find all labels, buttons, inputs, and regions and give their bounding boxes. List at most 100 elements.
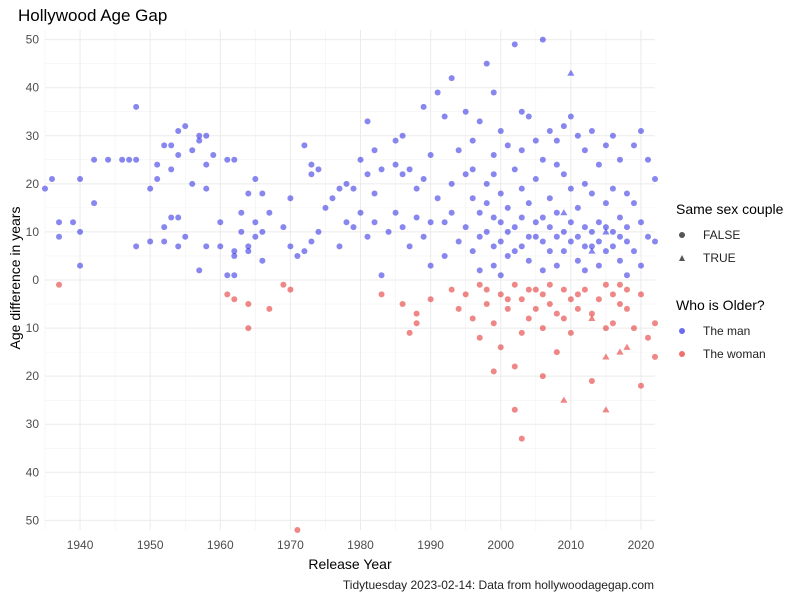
data-point bbox=[519, 147, 525, 153]
data-point bbox=[491, 368, 497, 374]
data-point bbox=[603, 142, 609, 148]
chart-caption: Tidytuesday 2023-02-14: Data from hollyw… bbox=[343, 578, 654, 592]
data-point bbox=[147, 239, 153, 245]
data-point bbox=[414, 186, 420, 192]
data-point bbox=[231, 157, 237, 163]
data-point bbox=[617, 234, 623, 240]
data-point bbox=[329, 195, 335, 201]
data-point bbox=[210, 152, 216, 158]
data-point bbox=[547, 248, 553, 254]
data-point bbox=[596, 239, 602, 245]
data-point bbox=[540, 157, 546, 163]
data-point bbox=[449, 181, 455, 187]
data-point bbox=[561, 123, 567, 129]
data-point bbox=[442, 114, 448, 120]
data-point bbox=[561, 287, 567, 293]
data-point bbox=[638, 383, 644, 389]
data-point bbox=[119, 157, 125, 163]
data-point bbox=[203, 133, 209, 139]
data-point bbox=[379, 291, 385, 297]
data-point bbox=[77, 229, 83, 235]
data-point bbox=[372, 219, 378, 225]
data-point bbox=[470, 138, 476, 144]
data-point bbox=[596, 162, 602, 168]
data-point bbox=[238, 210, 244, 216]
data-point bbox=[540, 267, 546, 273]
data-point bbox=[519, 215, 525, 221]
data-point bbox=[56, 234, 62, 240]
data-point bbox=[428, 263, 434, 269]
data-point bbox=[365, 171, 371, 177]
data-point-triangle bbox=[588, 248, 595, 254]
data-point bbox=[407, 243, 413, 249]
data-point bbox=[582, 181, 588, 187]
data-point bbox=[575, 306, 581, 312]
y-tick-label: 50 bbox=[26, 33, 40, 47]
y-tick-label: 50 bbox=[26, 513, 40, 527]
data-point bbox=[568, 330, 574, 336]
data-point bbox=[168, 215, 174, 221]
data-point bbox=[519, 330, 525, 336]
data-point bbox=[245, 248, 251, 254]
data-point bbox=[105, 157, 111, 163]
data-point bbox=[421, 104, 427, 110]
data-point bbox=[491, 90, 497, 96]
data-point bbox=[526, 114, 532, 120]
data-point bbox=[624, 306, 630, 312]
data-point bbox=[351, 186, 357, 192]
data-point bbox=[470, 315, 476, 321]
data-point bbox=[470, 166, 476, 172]
x-tick-label: 1950 bbox=[137, 538, 164, 552]
data-point bbox=[505, 229, 511, 235]
data-point bbox=[322, 205, 328, 211]
y-tick-label: 30 bbox=[26, 417, 40, 431]
data-point bbox=[442, 253, 448, 259]
data-point bbox=[182, 234, 188, 240]
data-point bbox=[617, 301, 623, 307]
data-point bbox=[175, 215, 181, 221]
y-tick-label: 40 bbox=[26, 465, 40, 479]
legend-item-false: FALSE bbox=[676, 223, 783, 246]
data-point bbox=[631, 142, 637, 148]
data-point bbox=[175, 152, 181, 158]
data-point bbox=[540, 215, 546, 221]
data-point bbox=[315, 166, 321, 172]
data-point bbox=[547, 195, 553, 201]
data-point-triangle bbox=[602, 406, 609, 412]
data-point bbox=[407, 166, 413, 172]
data-point bbox=[245, 325, 251, 331]
data-point bbox=[280, 224, 286, 230]
data-point bbox=[603, 248, 609, 254]
data-point bbox=[512, 224, 518, 230]
data-point bbox=[77, 263, 83, 269]
data-point bbox=[589, 190, 595, 196]
x-tick-label: 2020 bbox=[628, 538, 655, 552]
data-point bbox=[526, 315, 532, 321]
data-point bbox=[540, 373, 546, 379]
data-point bbox=[259, 258, 265, 264]
data-point bbox=[498, 190, 504, 196]
data-point bbox=[610, 229, 616, 235]
data-point bbox=[400, 224, 406, 230]
x-tick-label: 1960 bbox=[207, 538, 234, 552]
data-point-triangle bbox=[616, 349, 623, 355]
data-point bbox=[470, 248, 476, 254]
data-point bbox=[554, 162, 560, 168]
data-point bbox=[56, 282, 62, 288]
data-point bbox=[526, 234, 532, 240]
data-point bbox=[133, 157, 139, 163]
y-tick-label: 20 bbox=[26, 369, 40, 383]
data-point bbox=[175, 128, 181, 134]
data-point bbox=[491, 263, 497, 269]
data-point bbox=[512, 41, 518, 47]
data-point bbox=[463, 224, 469, 230]
data-point bbox=[252, 176, 258, 182]
chart-title: Hollywood Age Gap bbox=[18, 6, 167, 26]
data-point bbox=[547, 282, 553, 288]
data-point bbox=[386, 229, 392, 235]
data-point bbox=[610, 320, 616, 326]
data-point bbox=[498, 219, 504, 225]
data-point bbox=[554, 138, 560, 144]
data-point bbox=[280, 282, 286, 288]
data-point bbox=[491, 243, 497, 249]
